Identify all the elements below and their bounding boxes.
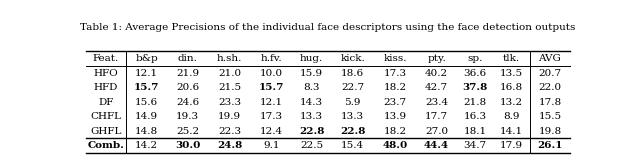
Text: 13.5: 13.5 bbox=[500, 68, 523, 78]
Text: 12.4: 12.4 bbox=[260, 127, 283, 136]
Text: 13.3: 13.3 bbox=[341, 112, 364, 121]
Text: 8.9: 8.9 bbox=[503, 112, 520, 121]
Text: GHFL: GHFL bbox=[90, 127, 122, 136]
Text: 13.3: 13.3 bbox=[300, 112, 323, 121]
Text: 18.6: 18.6 bbox=[341, 68, 364, 78]
Text: 48.0: 48.0 bbox=[383, 141, 408, 150]
Text: 15.4: 15.4 bbox=[341, 141, 364, 150]
Text: 22.3: 22.3 bbox=[218, 127, 241, 136]
Text: 17.3: 17.3 bbox=[260, 112, 283, 121]
Text: 25.2: 25.2 bbox=[176, 127, 199, 136]
Text: 18.1: 18.1 bbox=[463, 127, 486, 136]
Text: 13.2: 13.2 bbox=[500, 98, 523, 107]
Text: 21.0: 21.0 bbox=[218, 68, 241, 78]
Text: 15.6: 15.6 bbox=[135, 98, 158, 107]
Text: 14.2: 14.2 bbox=[135, 141, 158, 150]
Text: 21.9: 21.9 bbox=[176, 68, 199, 78]
Text: kiss.: kiss. bbox=[383, 54, 407, 63]
Text: 22.5: 22.5 bbox=[300, 141, 323, 150]
Text: 22.8: 22.8 bbox=[340, 127, 365, 136]
Text: 19.9: 19.9 bbox=[218, 112, 241, 121]
Text: 30.0: 30.0 bbox=[175, 141, 200, 150]
Text: 18.2: 18.2 bbox=[384, 83, 407, 92]
Text: 14.9: 14.9 bbox=[135, 112, 158, 121]
Text: 23.7: 23.7 bbox=[384, 98, 407, 107]
Text: 37.8: 37.8 bbox=[462, 83, 488, 92]
Text: hug.: hug. bbox=[300, 54, 323, 63]
Text: sp.: sp. bbox=[467, 54, 483, 63]
Text: tlk.: tlk. bbox=[503, 54, 520, 63]
Text: 5.9: 5.9 bbox=[344, 98, 361, 107]
Text: 42.7: 42.7 bbox=[425, 83, 448, 92]
Text: 12.1: 12.1 bbox=[135, 68, 158, 78]
Text: 23.3: 23.3 bbox=[218, 98, 241, 107]
Text: b&p: b&p bbox=[136, 54, 158, 63]
Text: 17.3: 17.3 bbox=[384, 68, 407, 78]
Text: DF: DF bbox=[99, 98, 114, 107]
Text: 15.9: 15.9 bbox=[300, 68, 323, 78]
Text: 40.2: 40.2 bbox=[425, 68, 448, 78]
Text: 44.4: 44.4 bbox=[424, 141, 449, 150]
Text: 24.6: 24.6 bbox=[176, 98, 199, 107]
Text: CHFL: CHFL bbox=[90, 112, 122, 121]
Text: 9.1: 9.1 bbox=[263, 141, 280, 150]
Text: 15.7: 15.7 bbox=[134, 83, 159, 92]
Text: 18.2: 18.2 bbox=[384, 127, 407, 136]
Text: Table 1: Average Precisions of the individual face descriptors using the face de: Table 1: Average Precisions of the indiv… bbox=[80, 23, 576, 32]
Text: din.: din. bbox=[177, 54, 197, 63]
Text: 13.9: 13.9 bbox=[384, 112, 407, 121]
Text: 20.7: 20.7 bbox=[538, 68, 561, 78]
Text: 36.6: 36.6 bbox=[463, 68, 486, 78]
Text: Feat.: Feat. bbox=[93, 54, 119, 63]
Text: 24.8: 24.8 bbox=[217, 141, 242, 150]
Text: 20.6: 20.6 bbox=[176, 83, 199, 92]
Text: 16.8: 16.8 bbox=[500, 83, 523, 92]
Text: 17.7: 17.7 bbox=[425, 112, 448, 121]
Text: 21.8: 21.8 bbox=[463, 98, 486, 107]
Text: pty.: pty. bbox=[428, 54, 446, 63]
Text: 16.3: 16.3 bbox=[463, 112, 486, 121]
Text: 8.3: 8.3 bbox=[303, 83, 320, 92]
Text: 22.7: 22.7 bbox=[341, 83, 364, 92]
Text: 12.1: 12.1 bbox=[260, 98, 283, 107]
Text: 26.1: 26.1 bbox=[537, 141, 563, 150]
Text: 15.7: 15.7 bbox=[259, 83, 284, 92]
Text: HFO: HFO bbox=[93, 68, 118, 78]
Text: 19.3: 19.3 bbox=[176, 112, 199, 121]
Text: 19.8: 19.8 bbox=[538, 127, 561, 136]
Text: 22.8: 22.8 bbox=[299, 127, 324, 136]
Text: 14.8: 14.8 bbox=[135, 127, 158, 136]
Text: h.fv.: h.fv. bbox=[260, 54, 282, 63]
Text: 10.0: 10.0 bbox=[260, 68, 283, 78]
Text: 34.7: 34.7 bbox=[463, 141, 486, 150]
Text: 27.0: 27.0 bbox=[425, 127, 448, 136]
Text: 17.9: 17.9 bbox=[500, 141, 523, 150]
Text: 17.8: 17.8 bbox=[538, 98, 561, 107]
Text: 14.3: 14.3 bbox=[300, 98, 323, 107]
Text: 15.5: 15.5 bbox=[538, 112, 561, 121]
Text: 23.4: 23.4 bbox=[425, 98, 448, 107]
Text: kick.: kick. bbox=[340, 54, 365, 63]
Text: 21.5: 21.5 bbox=[218, 83, 241, 92]
Text: h.sh.: h.sh. bbox=[217, 54, 242, 63]
Text: 22.0: 22.0 bbox=[538, 83, 561, 92]
Text: Comb.: Comb. bbox=[88, 141, 124, 150]
Text: HFD: HFD bbox=[94, 83, 118, 92]
Text: AVG: AVG bbox=[538, 54, 561, 63]
Text: 14.1: 14.1 bbox=[500, 127, 523, 136]
